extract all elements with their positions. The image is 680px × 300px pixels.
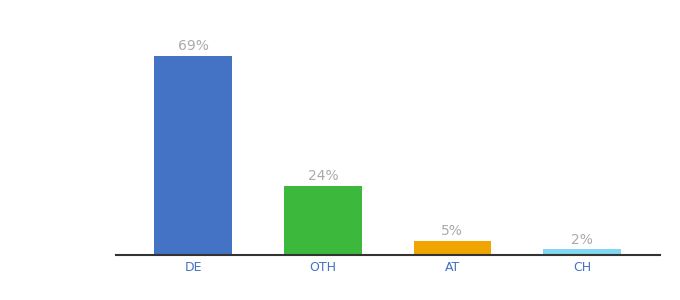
- Bar: [543, 249, 621, 255]
- Text: 2%: 2%: [571, 233, 593, 247]
- Bar: [284, 186, 362, 255]
- Text: 69%: 69%: [178, 40, 209, 53]
- Bar: [413, 241, 491, 255]
- Bar: [154, 56, 232, 255]
- Text: 24%: 24%: [307, 169, 338, 183]
- Text: 5%: 5%: [441, 224, 463, 238]
